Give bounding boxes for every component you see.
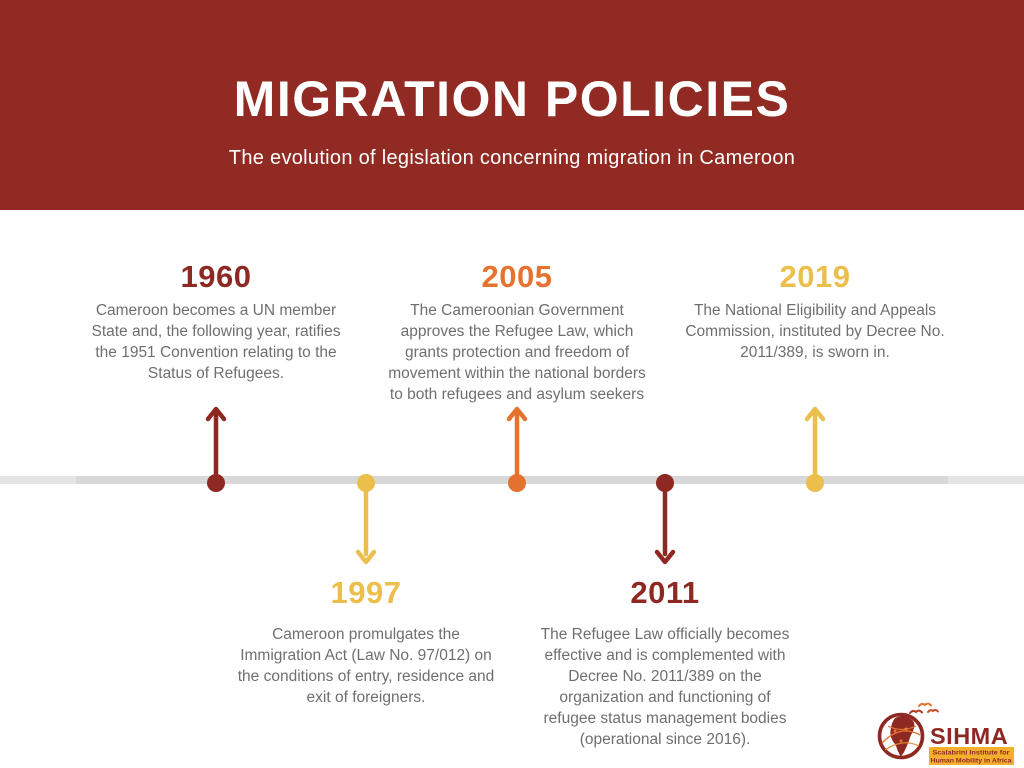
event-description: The Cameroonian Government approves the … — [388, 302, 646, 403]
logo-acronym: SIHMA — [930, 723, 1008, 749]
logo-tagline-line2: Human Mobility in Africa — [931, 758, 1012, 765]
timeline-axis — [0, 476, 1024, 484]
arrow-up-icon — [506, 406, 528, 478]
event-year: 2011 — [630, 575, 700, 610]
event-description: The National Eligibility and Appeals Com… — [685, 302, 945, 361]
header-banner: MIGRATION POLICIES The evolution of legi… — [0, 0, 1024, 210]
event-year: 1960 — [180, 259, 252, 294]
globe-icon — [877, 702, 939, 760]
event-year: 2005 — [481, 259, 553, 294]
arrow-down-icon — [355, 490, 377, 565]
sihma-logo: SIHMA Scalabrini Institute for Human Mob… — [877, 702, 1014, 765]
arrow-up-icon — [205, 406, 227, 478]
birds-icon — [909, 702, 939, 714]
event-description: Cameroon promulgates the Immigration Act… — [237, 626, 495, 706]
logo-banner — [929, 747, 1014, 765]
timeline-axis-left-cap — [0, 476, 76, 484]
arrow-down-icon — [654, 490, 676, 565]
event-year: 2019 — [779, 259, 851, 294]
arrow-up-icon — [804, 406, 826, 478]
event-year: 1997 — [330, 575, 402, 610]
page-subtitle: The evolution of legislation concerning … — [228, 147, 796, 169]
event-description: The Refugee Law officially becomes effec… — [540, 626, 790, 748]
page-title: MIGRATION POLICIES — [233, 71, 791, 127]
logo-tagline-line1: Scalabrini Institute for — [933, 750, 1010, 757]
event-description: Cameroon becomes a UN member State and, … — [91, 302, 341, 382]
timeline-axis-right-cap — [948, 476, 1024, 484]
